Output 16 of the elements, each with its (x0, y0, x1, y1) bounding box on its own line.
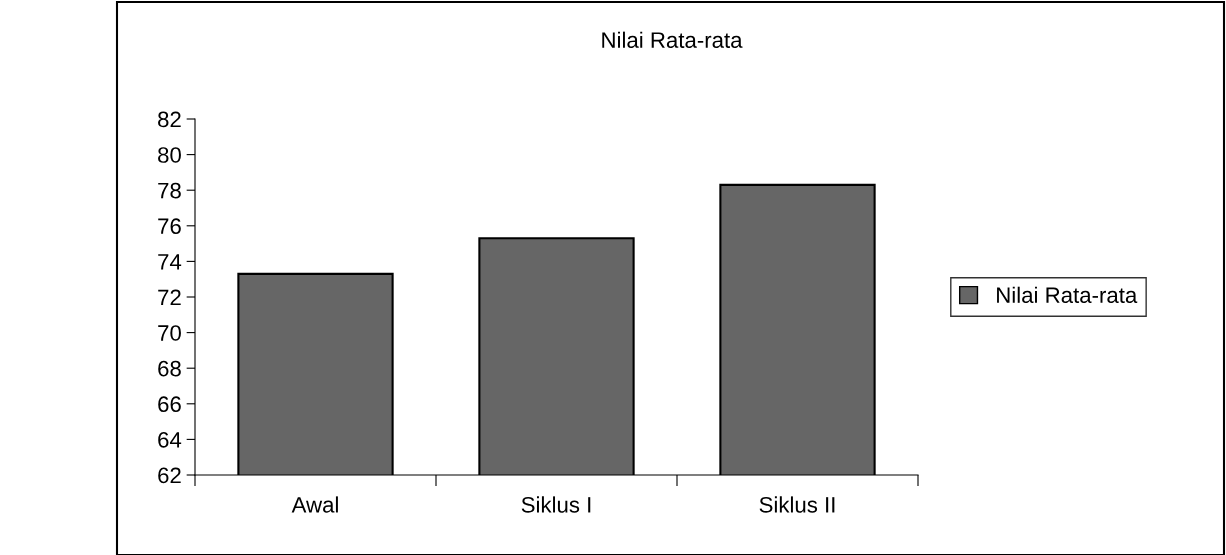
y-tick-label: 62 (158, 467, 181, 484)
y-tick-label: 68 (158, 360, 181, 377)
y-tick-label: 72 (158, 289, 181, 306)
y-tick-label: 80 (158, 147, 181, 163)
y-tick-label: 78 (158, 182, 181, 199)
y-tick-label: 66 (158, 396, 181, 413)
y-tick-label: 70 (158, 325, 181, 341)
y-tick-label: 74 (158, 254, 182, 270)
x-tick-label: Siklus I (521, 496, 591, 513)
chart-title: Nilai Rata-rata (602, 31, 743, 48)
y-tick-label: 82 (158, 111, 181, 128)
y-tick-label: 64 (158, 431, 182, 448)
legend-label: Nilai Rata-rata (997, 286, 1138, 304)
y-tick-label: 76 (158, 218, 181, 235)
x-tick-label: Awal (291, 496, 338, 513)
x-tick-label: Siklus II (759, 496, 835, 513)
